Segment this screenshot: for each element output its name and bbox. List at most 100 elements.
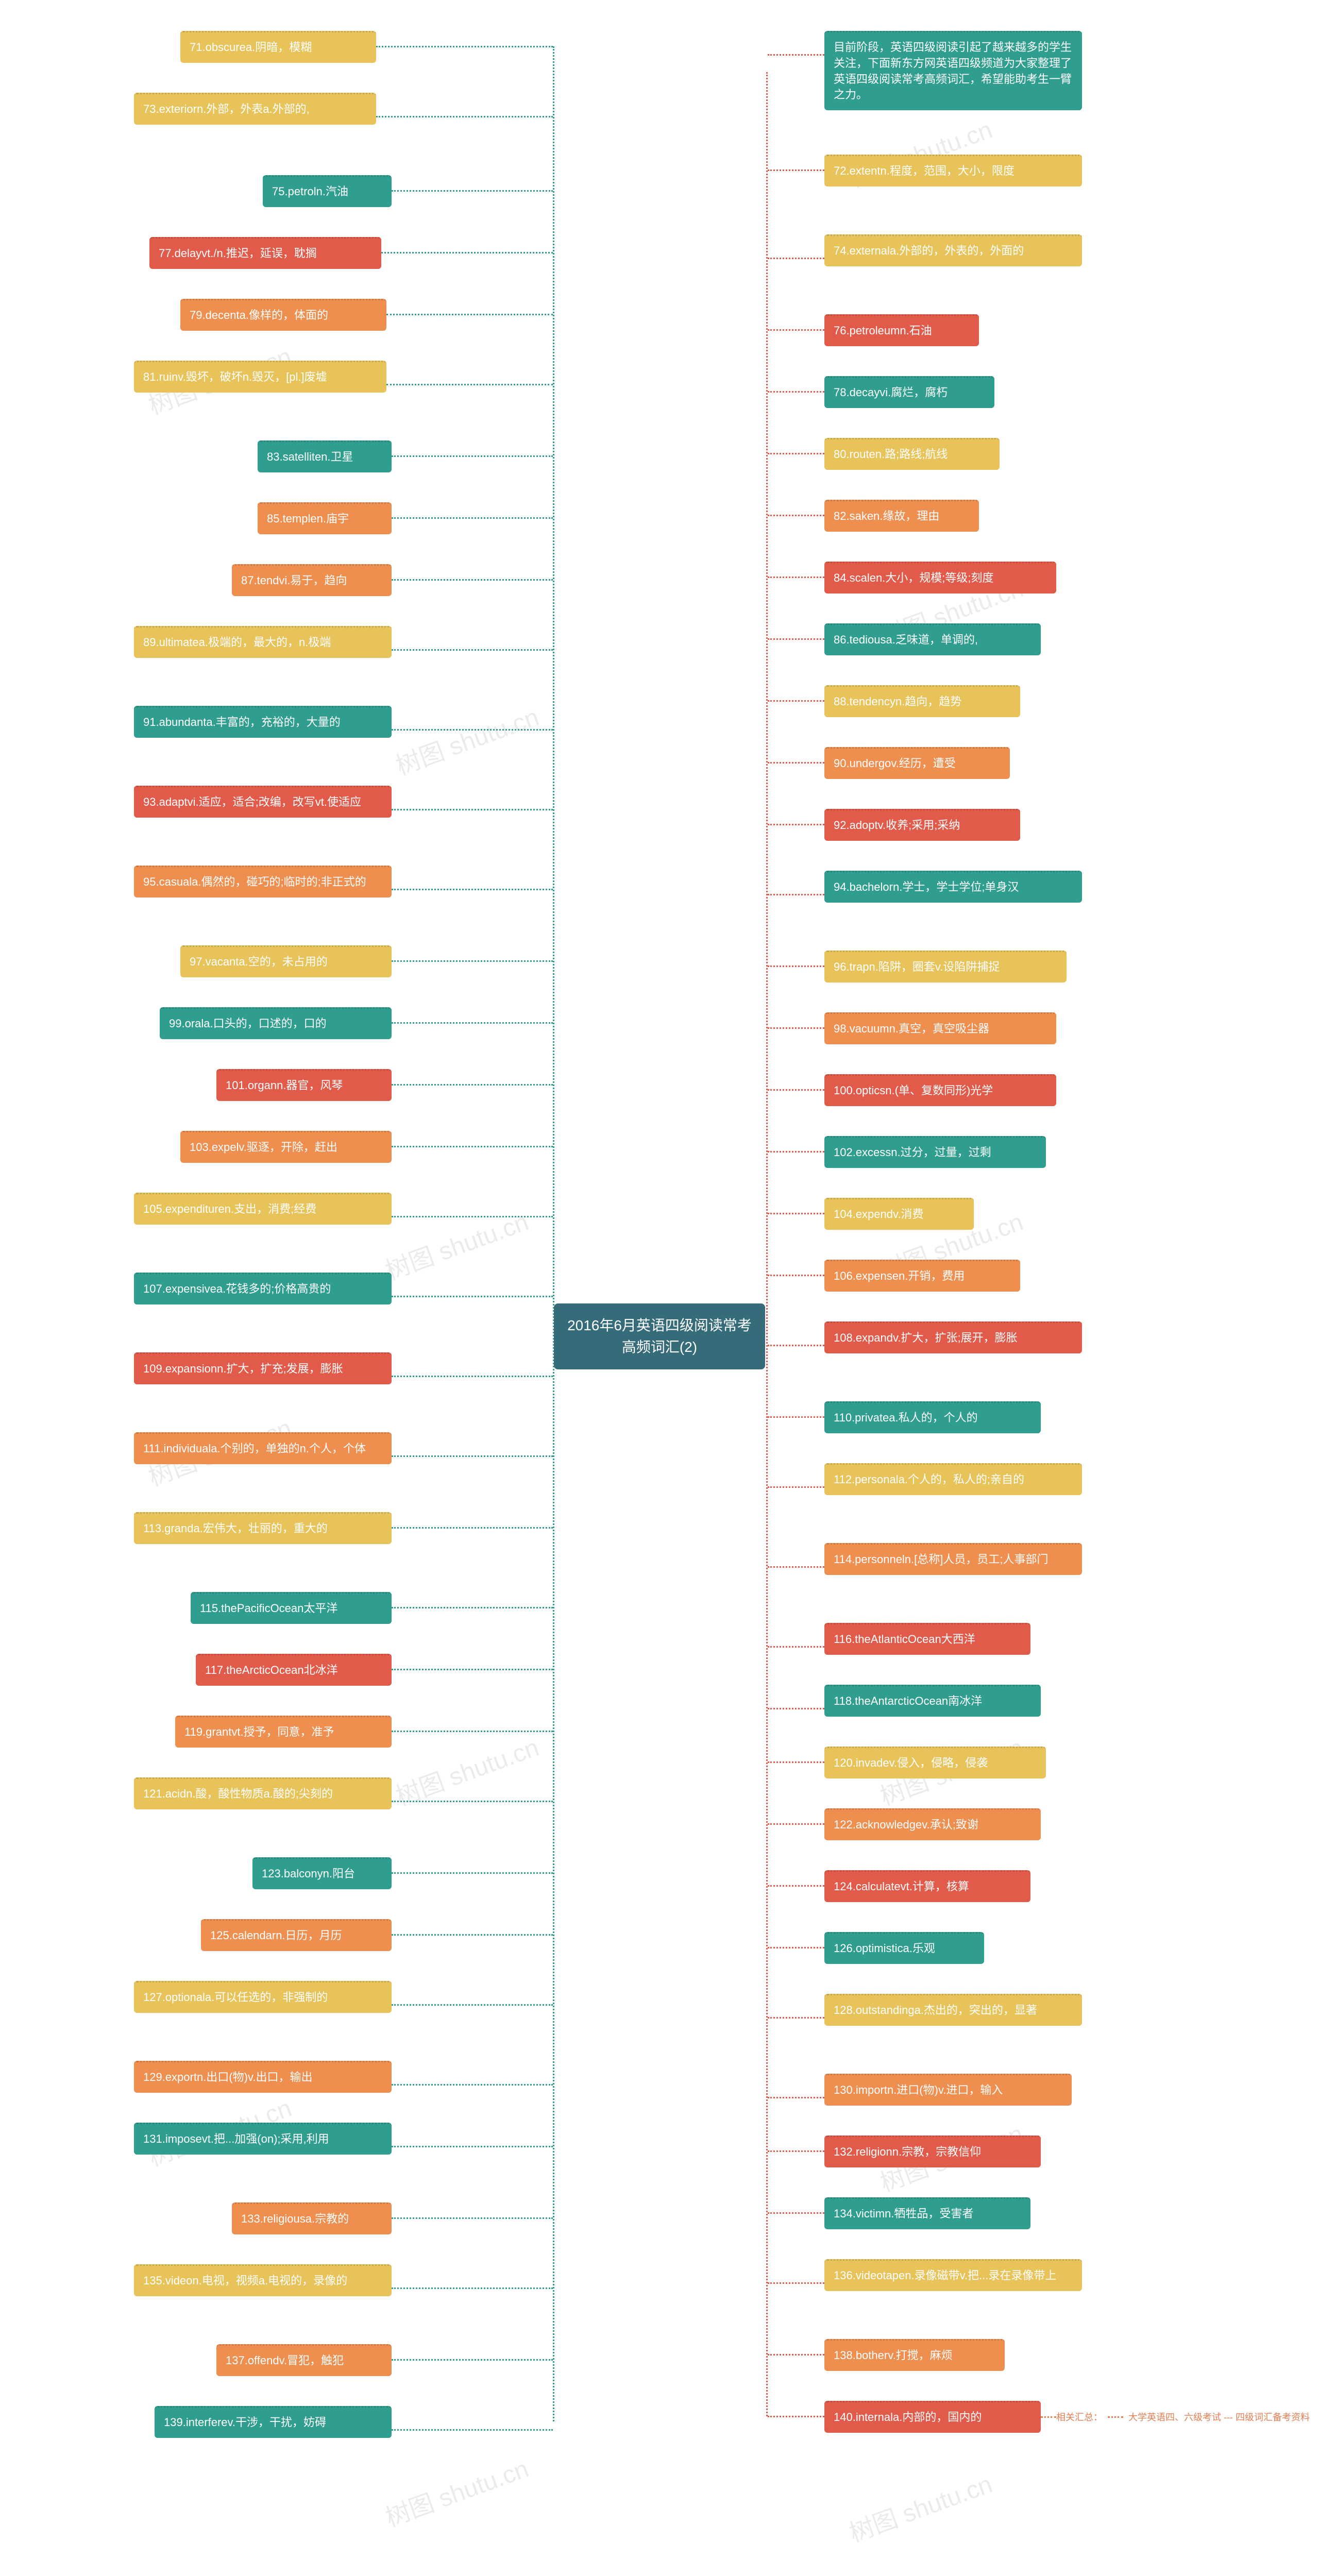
- right-vocab-node: 106.expensen.开销，费用: [824, 1260, 1020, 1292]
- right-branch-connector: [768, 515, 824, 516]
- left-vocab-node: 105.expendituren.支出，消费;经费: [134, 1193, 392, 1225]
- left-branch-connector: [392, 1801, 553, 1802]
- right-vocab-node: 108.expandv.扩大，扩张;展开，膨胀: [824, 1321, 1082, 1353]
- right-vocab-node: 124.calculatevt.计算，核算: [824, 1870, 1030, 1902]
- right-vocab-node: 86.tediousa.乏味道，单调的,: [824, 623, 1041, 655]
- right-branch-connector: [768, 1275, 824, 1276]
- tail-link[interactable]: 大学英语四、六级考试 --- 四级词汇备考资料: [1128, 2410, 1310, 2424]
- left-vocab-node: 113.granda.宏伟大，壮丽的，重大的: [134, 1512, 392, 1544]
- left-vocab-node: 137.offendv.冒犯，触犯: [216, 2344, 392, 2376]
- right-branch-connector: [768, 638, 824, 640]
- right-vocab-node: 74.externala.外部的，外表的，外面的: [824, 234, 1082, 266]
- right-branch-connector: [768, 762, 824, 764]
- left-branch-connector: [392, 517, 553, 519]
- right-branch-connector: [768, 2150, 824, 2152]
- right-vocab-node: 94.bachelorn.学士，学士学位;单身汉: [824, 871, 1082, 903]
- right-vocab-node: 130.importn.进口(物)v.进口，输入: [824, 2074, 1072, 2106]
- right-branch-connector: [768, 1089, 824, 1091]
- tail-label: 相关汇总：: [1056, 2410, 1103, 2424]
- left-branch-connector: [392, 1527, 553, 1529]
- left-vocab-node: 131.imposevt.把...加强(on);采用,利用: [134, 2123, 392, 2155]
- right-branch-connector: [768, 1213, 824, 1214]
- left-branch-connector: [392, 1934, 553, 1936]
- right-vocab-node: 98.vacuumn.真空，真空吸尘器: [824, 1012, 1056, 1044]
- right-vocab-node: 140.internala.内部的，国内的: [824, 2401, 1041, 2433]
- right-branch-connector: [768, 1823, 824, 1825]
- right-branch-connector: [768, 2017, 824, 2019]
- right-vocab-node: 88.tendencyn.趋向，趋势: [824, 685, 1020, 717]
- right-vocab-node: 76.petroleumn.石油: [824, 314, 979, 346]
- right-branch-connector: [768, 1566, 824, 1568]
- watermark: 树图 shutu.cn: [380, 1201, 533, 1286]
- right-vocab-node: 72.extentn.程度，范围，大小，限度: [824, 155, 1082, 187]
- right-vocab-node: 112.personala.个人的，私人的;亲自的: [824, 1463, 1082, 1495]
- right-branch-connector: [768, 1885, 824, 1887]
- left-branch-connector: [386, 314, 553, 315]
- left-vocab-node: 99.orala.口头的，口述的，口的: [160, 1007, 392, 1039]
- left-vocab-node: 103.expelv.驱逐，开除，赶出: [180, 1131, 392, 1163]
- right-branch-connector: [768, 1761, 824, 1763]
- right-vocab-node: 100.opticsn.(单、复数同形)光学: [824, 1074, 1056, 1106]
- left-branch-connector: [392, 190, 553, 192]
- right-branch-connector: [768, 170, 824, 171]
- right-vocab-node: 110.privatea.私人的，个人的: [824, 1401, 1041, 1433]
- left-vocab-node: 119.grantvt.授予，同意，准予: [175, 1716, 392, 1748]
- left-vocab-node: 81.ruinv.毁坏，破坏n.毁灭，[pl.]废墟: [134, 361, 386, 393]
- right-vocab-node: 90.undergov.经历，遭受: [824, 747, 1010, 779]
- right-branch-connector: [768, 391, 824, 393]
- left-branch-connector: [392, 1607, 553, 1608]
- right-branch-connector: [768, 1151, 824, 1153]
- right-branch-connector: [768, 453, 824, 454]
- right-branch-connector: [768, 824, 824, 825]
- left-vocab-node: 133.religiousa.宗教的: [232, 2202, 392, 2234]
- left-branch-connector: [386, 384, 553, 385]
- left-vocab-node: 89.ultimatea.极端的，最大的，n.极端: [134, 626, 392, 658]
- left-branch-connector: [392, 729, 553, 731]
- left-vocab-node: 87.tendvi.易于，趋向: [232, 564, 392, 596]
- right-branch-connector: [768, 1345, 824, 1346]
- left-branch-connector: [392, 1669, 553, 1670]
- left-vocab-node: 95.casuala.偶然的，碰巧的;临时的;非正式的: [134, 866, 392, 897]
- right-vocab-node: 128.outstandinga.杰出的，突出的，显著: [824, 1994, 1082, 2026]
- left-branch-connector: [376, 46, 553, 47]
- right-vocab-node: 目前阶段，英语四级阅读引起了越来越多的学生关注，下面新东方网英语四级频道为大家整…: [824, 31, 1082, 110]
- right-branch-connector: [768, 2212, 824, 2214]
- right-branch-connector: [768, 700, 824, 702]
- left-vocab-node: 121.acidn.酸，酸性物质a.酸的;尖刻的: [134, 1777, 392, 1809]
- right-branch-connector: [768, 2282, 824, 2284]
- left-branch-connector: [392, 455, 553, 457]
- right-branch-connector: [768, 258, 824, 259]
- left-vocab-node: 139.interferev.干涉，干扰，妨碍: [155, 2406, 392, 2438]
- left-branch-connector: [392, 1022, 553, 1024]
- watermark: 树图 shutu.cn: [843, 2464, 996, 2549]
- left-vocab-node: 123.balconyn.阳台: [252, 1857, 392, 1889]
- right-branch-connector: [768, 2416, 824, 2417]
- left-vocab-node: 115.thePacificOcean太平洋: [191, 1592, 392, 1624]
- right-vocab-node: 126.optimistica.乐观: [824, 1932, 984, 1964]
- left-vocab-node: 135.videon.电视，视频a.电视的，录像的: [134, 2264, 392, 2296]
- left-branch-connector: [392, 2146, 553, 2147]
- left-branch-connector: [392, 1376, 553, 1377]
- right-branch-connector: [768, 2354, 824, 2355]
- left-vocab-node: 75.petroln.汽油: [263, 175, 392, 207]
- tail-connector-2: [1108, 2416, 1123, 2418]
- left-branch-connector: [392, 2359, 553, 2361]
- left-vocab-node: 97.vacanta.空的，未占用的: [180, 945, 392, 977]
- left-vocab-node: 127.optionala.可以任选的，非强制的: [134, 1981, 392, 2013]
- left-vocab-node: 83.satelliten.卫星: [258, 440, 392, 472]
- mindmap-canvas: 树图 shutu.cn树图 shutu.cn树图 shutu.cn树图 shut…: [0, 0, 1319, 2576]
- left-branch-connector: [392, 1216, 553, 1217]
- right-branch-connector: [768, 577, 824, 578]
- left-branch-connector: [392, 1146, 553, 1147]
- left-branch-connector: [392, 889, 553, 890]
- left-branch-connector: [392, 1872, 553, 1874]
- left-vocab-node: 71.obscurea.阴暗，模糊: [180, 31, 376, 63]
- right-vocab-node: 78.decayvi.腐烂，腐朽: [824, 376, 994, 408]
- right-branch-connector: [768, 1486, 824, 1488]
- right-branch-connector: [768, 54, 824, 56]
- left-trunk-connector: [553, 46, 554, 2421]
- right-vocab-node: 120.invadev.侵入，侵略，侵袭: [824, 1747, 1046, 1778]
- left-branch-connector: [392, 649, 553, 651]
- left-vocab-node: 111.individuala.个别的，单独的n.个人，个体: [134, 1432, 392, 1464]
- left-branch-connector: [392, 1731, 553, 1732]
